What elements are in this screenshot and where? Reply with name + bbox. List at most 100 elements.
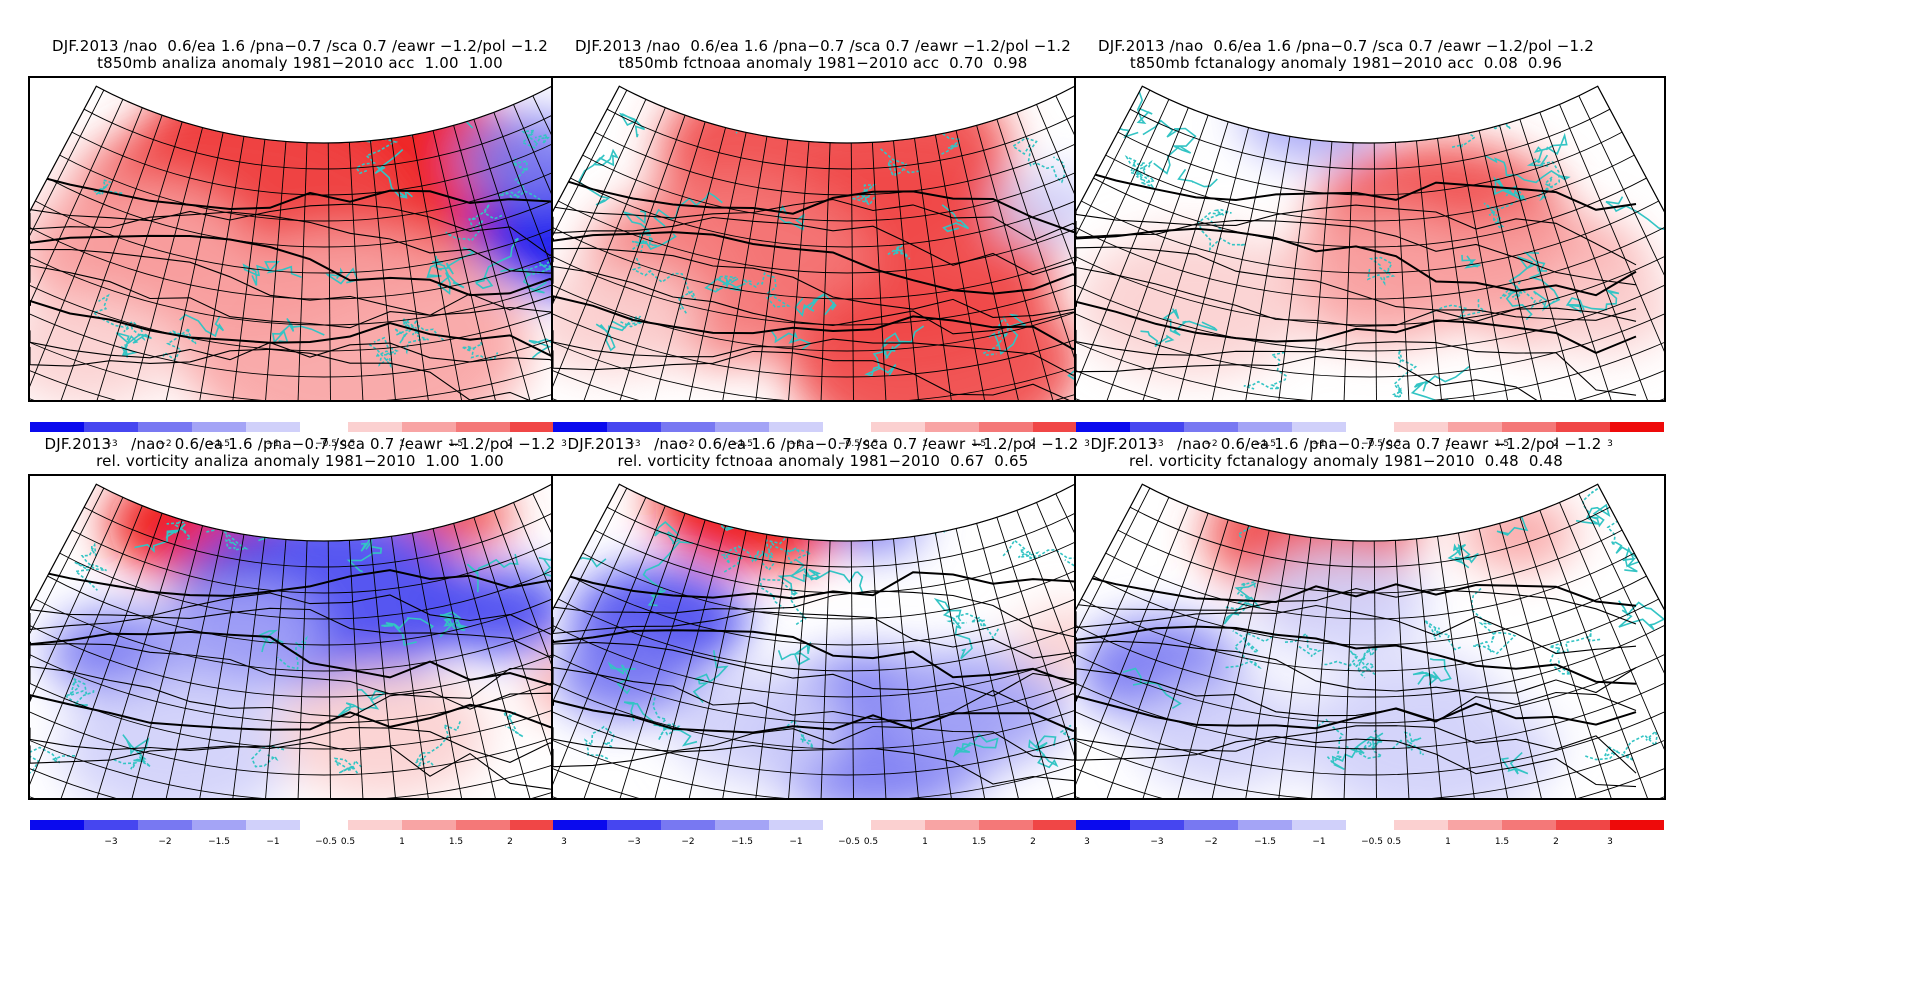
colorbar-label: −1.5 xyxy=(1254,837,1276,847)
colorbar-swatch xyxy=(715,422,769,432)
map-panel-2: DJF.2013 /nao 0.6/ea 1.6 /pna−0.7 /sca 0… xyxy=(523,38,1143,478)
colorbar-swatch xyxy=(138,820,192,830)
colorbar-label: −3 xyxy=(1150,439,1163,449)
anomaly-blob xyxy=(788,268,1083,400)
colorbar-swatch xyxy=(1130,422,1184,432)
anomaly-blob xyxy=(670,671,847,783)
colorbar-label: 2 xyxy=(1553,439,1559,449)
colorbar-swatch xyxy=(84,820,138,830)
colorbar-label: −1 xyxy=(1312,439,1325,449)
colorbar-label: −0.5 xyxy=(1361,837,1383,847)
colorbar-label: 1.5 xyxy=(972,439,986,449)
panel-title-line1: DJF.2013 /nao 0.6/ea 1.6 /pna−0.7 /sca 0… xyxy=(51,37,549,55)
colorbar-swatch xyxy=(1292,820,1346,830)
colorbar-swatch xyxy=(1184,422,1238,432)
colorbar-swatch xyxy=(607,422,661,432)
colorbar-swatch xyxy=(402,422,456,432)
colorbar-swatch xyxy=(30,422,84,432)
anomaly-blob xyxy=(553,631,695,721)
colorbar-swatch xyxy=(1130,820,1184,830)
colorbar-label: −1.5 xyxy=(1254,439,1276,449)
colorbar-swatch xyxy=(1238,422,1292,432)
coastlines xyxy=(91,92,592,369)
polar-map xyxy=(553,483,1141,798)
map-panel-6: DJF.2013 /nao 0.6/ea 1.6 /pna−0.7 /sca 0… xyxy=(1046,435,1666,876)
colorbar-label: −0.5 xyxy=(838,837,860,847)
colorbar-label: 1.5 xyxy=(449,439,463,449)
map-frame xyxy=(1074,76,1666,402)
colorbar-swatch xyxy=(402,820,456,830)
panel-title-line2: t850mb analiza anomaly 1981−2010 acc 1.0… xyxy=(97,54,503,72)
colorbar-label: −2 xyxy=(158,439,171,449)
colorbar-swatch xyxy=(553,422,607,432)
colorbar-label: 0.5 xyxy=(864,837,878,847)
anomaly-blob xyxy=(1299,658,1559,798)
colorbar-swatch xyxy=(1556,422,1610,432)
colorbar-swatch xyxy=(871,820,925,830)
panel-title-line1: DJF.2013 /nao 0.6/ea 1.6 /pna−0.7 /sca 0… xyxy=(44,435,556,453)
colorbar-label: −1.5 xyxy=(208,837,230,847)
map-frame xyxy=(1074,474,1666,800)
colorbar-swatch xyxy=(1394,422,1448,432)
colorbar-swatch xyxy=(1394,820,1448,830)
anomaly-blob xyxy=(829,494,924,554)
colorbar-swatch xyxy=(1448,820,1502,830)
colorbar-label: 3 xyxy=(1084,439,1090,449)
colorbar-swatch xyxy=(456,422,510,432)
colorbar-label: 3 xyxy=(1607,837,1613,847)
colorbar-label: −1 xyxy=(266,439,279,449)
contour-lines xyxy=(1076,573,1637,788)
colorbar-label: −1 xyxy=(789,837,802,847)
panel-title-line1: DJF.2013 /nao 0.6/ea 1.6 /pna−0.7 /sca 0… xyxy=(1090,435,1602,453)
colorbar-swatch xyxy=(661,422,715,432)
colorbar-swatch xyxy=(925,422,979,432)
map-panel-3: DJF.2013 /nao 0.6/ea 1.6 /pna−0.7 /sca 0… xyxy=(1046,38,1666,478)
colorbar-label: 3 xyxy=(1607,439,1613,449)
colorbar-swatch xyxy=(84,422,138,432)
colorbar-swatch xyxy=(1502,820,1556,830)
contour-lines xyxy=(30,568,591,793)
colorbar-swatch xyxy=(607,820,661,830)
colorbar-label: −3 xyxy=(627,837,640,847)
colorbar-swatch xyxy=(1448,422,1502,432)
colorbar-swatch xyxy=(769,422,823,432)
anomaly-blob xyxy=(553,263,700,376)
colorbar-label: 2 xyxy=(1030,439,1036,449)
colorbar-swatch xyxy=(1238,820,1292,830)
colorbar: −3 −2 −1.5 −1 −0.5 0.5 1 1.5 2 3 xyxy=(553,422,1141,458)
colorbar-swatch xyxy=(510,820,564,830)
colorbar-label: 2 xyxy=(507,837,513,847)
colorbar-label: −2 xyxy=(1204,837,1217,847)
map-panel-1: DJF.2013 /nao 0.6/ea 1.6 /pna−0.7 /sca 0… xyxy=(0,37,620,478)
colorbar-label: 0.5 xyxy=(341,837,355,847)
map-panel-5: DJF.2013 /nao 0.6/ea 1.6 /pna−0.7 /sca 0… xyxy=(523,435,1143,876)
colorbar-label: 1 xyxy=(1445,439,1451,449)
colorbar-label: −1.5 xyxy=(208,439,230,449)
colorbar-label: −2 xyxy=(1204,439,1217,449)
colorbar-label: −0.5 xyxy=(315,439,337,449)
colorbar-label: 1 xyxy=(922,837,928,847)
panel-title-line1: DJF.2013 /nao 0.6/ea 1.6 /pna−0.7 /sca 0… xyxy=(567,435,1079,453)
panel-title-line2: rel. vorticity fctanalogy anomaly 1981−2… xyxy=(1128,452,1564,470)
colorbar-label: −2 xyxy=(158,837,171,847)
colorbar-swatch xyxy=(769,820,823,830)
colorbar-swatch xyxy=(979,422,1033,432)
colorbar-swatch xyxy=(192,820,246,830)
colorbar-label: 0.5 xyxy=(1387,837,1401,847)
colorbar-label: 2 xyxy=(1030,837,1036,847)
colorbar-label: −3 xyxy=(104,837,117,847)
colorbar-swatch xyxy=(1076,422,1130,432)
anomaly-blob xyxy=(1252,549,1429,661)
colorbar-swatch xyxy=(1292,422,1346,432)
colorbar-label: 3 xyxy=(1084,837,1090,847)
colorbar-label: −2 xyxy=(681,439,694,449)
colorbar-label: 3 xyxy=(561,439,567,449)
colorbar-label: 0.5 xyxy=(864,439,878,449)
panel-title-line2: t850mb fctanalogy anomaly 1981−2010 acc … xyxy=(1129,54,1563,72)
colorbar-swatch xyxy=(1502,422,1556,432)
colorbar-label: 0.5 xyxy=(341,439,355,449)
colorbar: −3 −2 −1.5 −1 −0.5 0.5 1 1.5 2 3 xyxy=(1076,820,1664,856)
colorbar: −3 −2 −1.5 −1 −0.5 0.5 1 1.5 2 3 xyxy=(1076,422,1664,458)
polar-map xyxy=(1076,85,1664,400)
colorbar-label: 1.5 xyxy=(1495,837,1509,847)
